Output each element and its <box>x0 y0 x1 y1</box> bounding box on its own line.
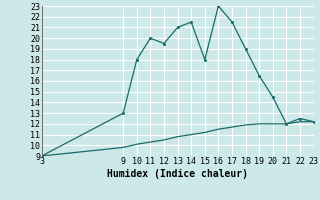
X-axis label: Humidex (Indice chaleur): Humidex (Indice chaleur) <box>107 169 248 179</box>
